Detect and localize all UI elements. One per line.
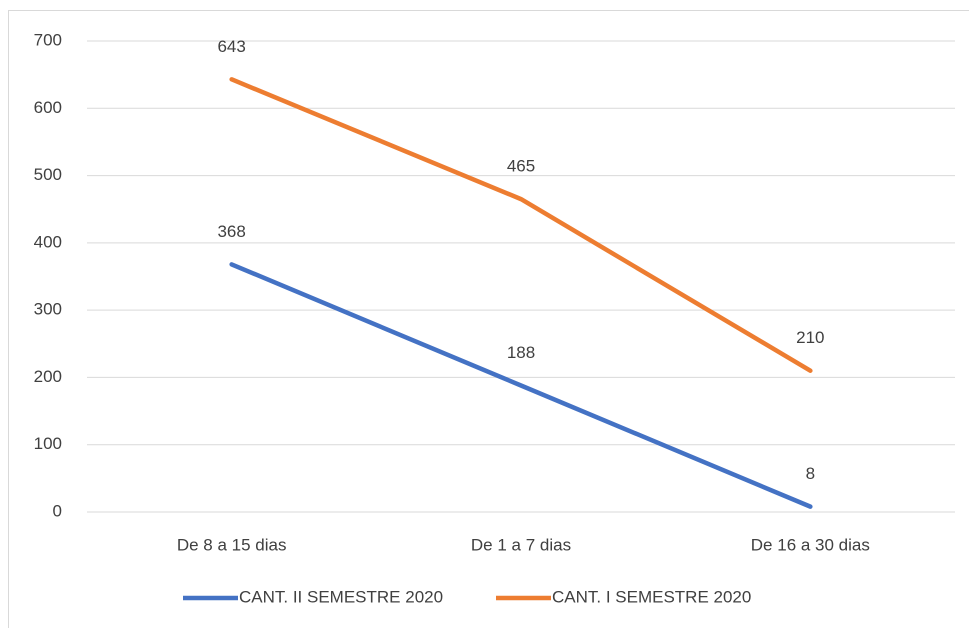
y-tick-label: 600 xyxy=(34,98,62,117)
y-tick-label: 500 xyxy=(34,165,62,184)
data-label: 643 xyxy=(217,37,245,56)
data-label: 188 xyxy=(507,343,535,362)
y-tick-label: 700 xyxy=(34,30,62,49)
chart-border xyxy=(8,10,969,628)
x-tick-label: De 16 a 30 dias xyxy=(751,535,870,554)
data-label: 8 xyxy=(806,464,815,483)
y-tick-label: 100 xyxy=(34,434,62,453)
x-tick-label: De 8 a 15 dias xyxy=(177,535,287,554)
y-tick-label: 0 xyxy=(53,501,62,520)
legend-label: CANT. II SEMESTRE 2020 xyxy=(239,587,443,606)
data-label: 465 xyxy=(507,157,535,176)
y-tick-label: 400 xyxy=(34,232,62,251)
data-label: 210 xyxy=(796,328,824,347)
y-tick-label: 200 xyxy=(34,367,62,386)
legend-label: CANT. I SEMESTRE 2020 xyxy=(552,587,751,606)
y-tick-label: 300 xyxy=(34,300,62,319)
series-line xyxy=(229,262,813,509)
x-tick-label: De 1 a 7 dias xyxy=(471,535,571,554)
data-label: 368 xyxy=(217,222,245,241)
series-line xyxy=(229,77,813,373)
